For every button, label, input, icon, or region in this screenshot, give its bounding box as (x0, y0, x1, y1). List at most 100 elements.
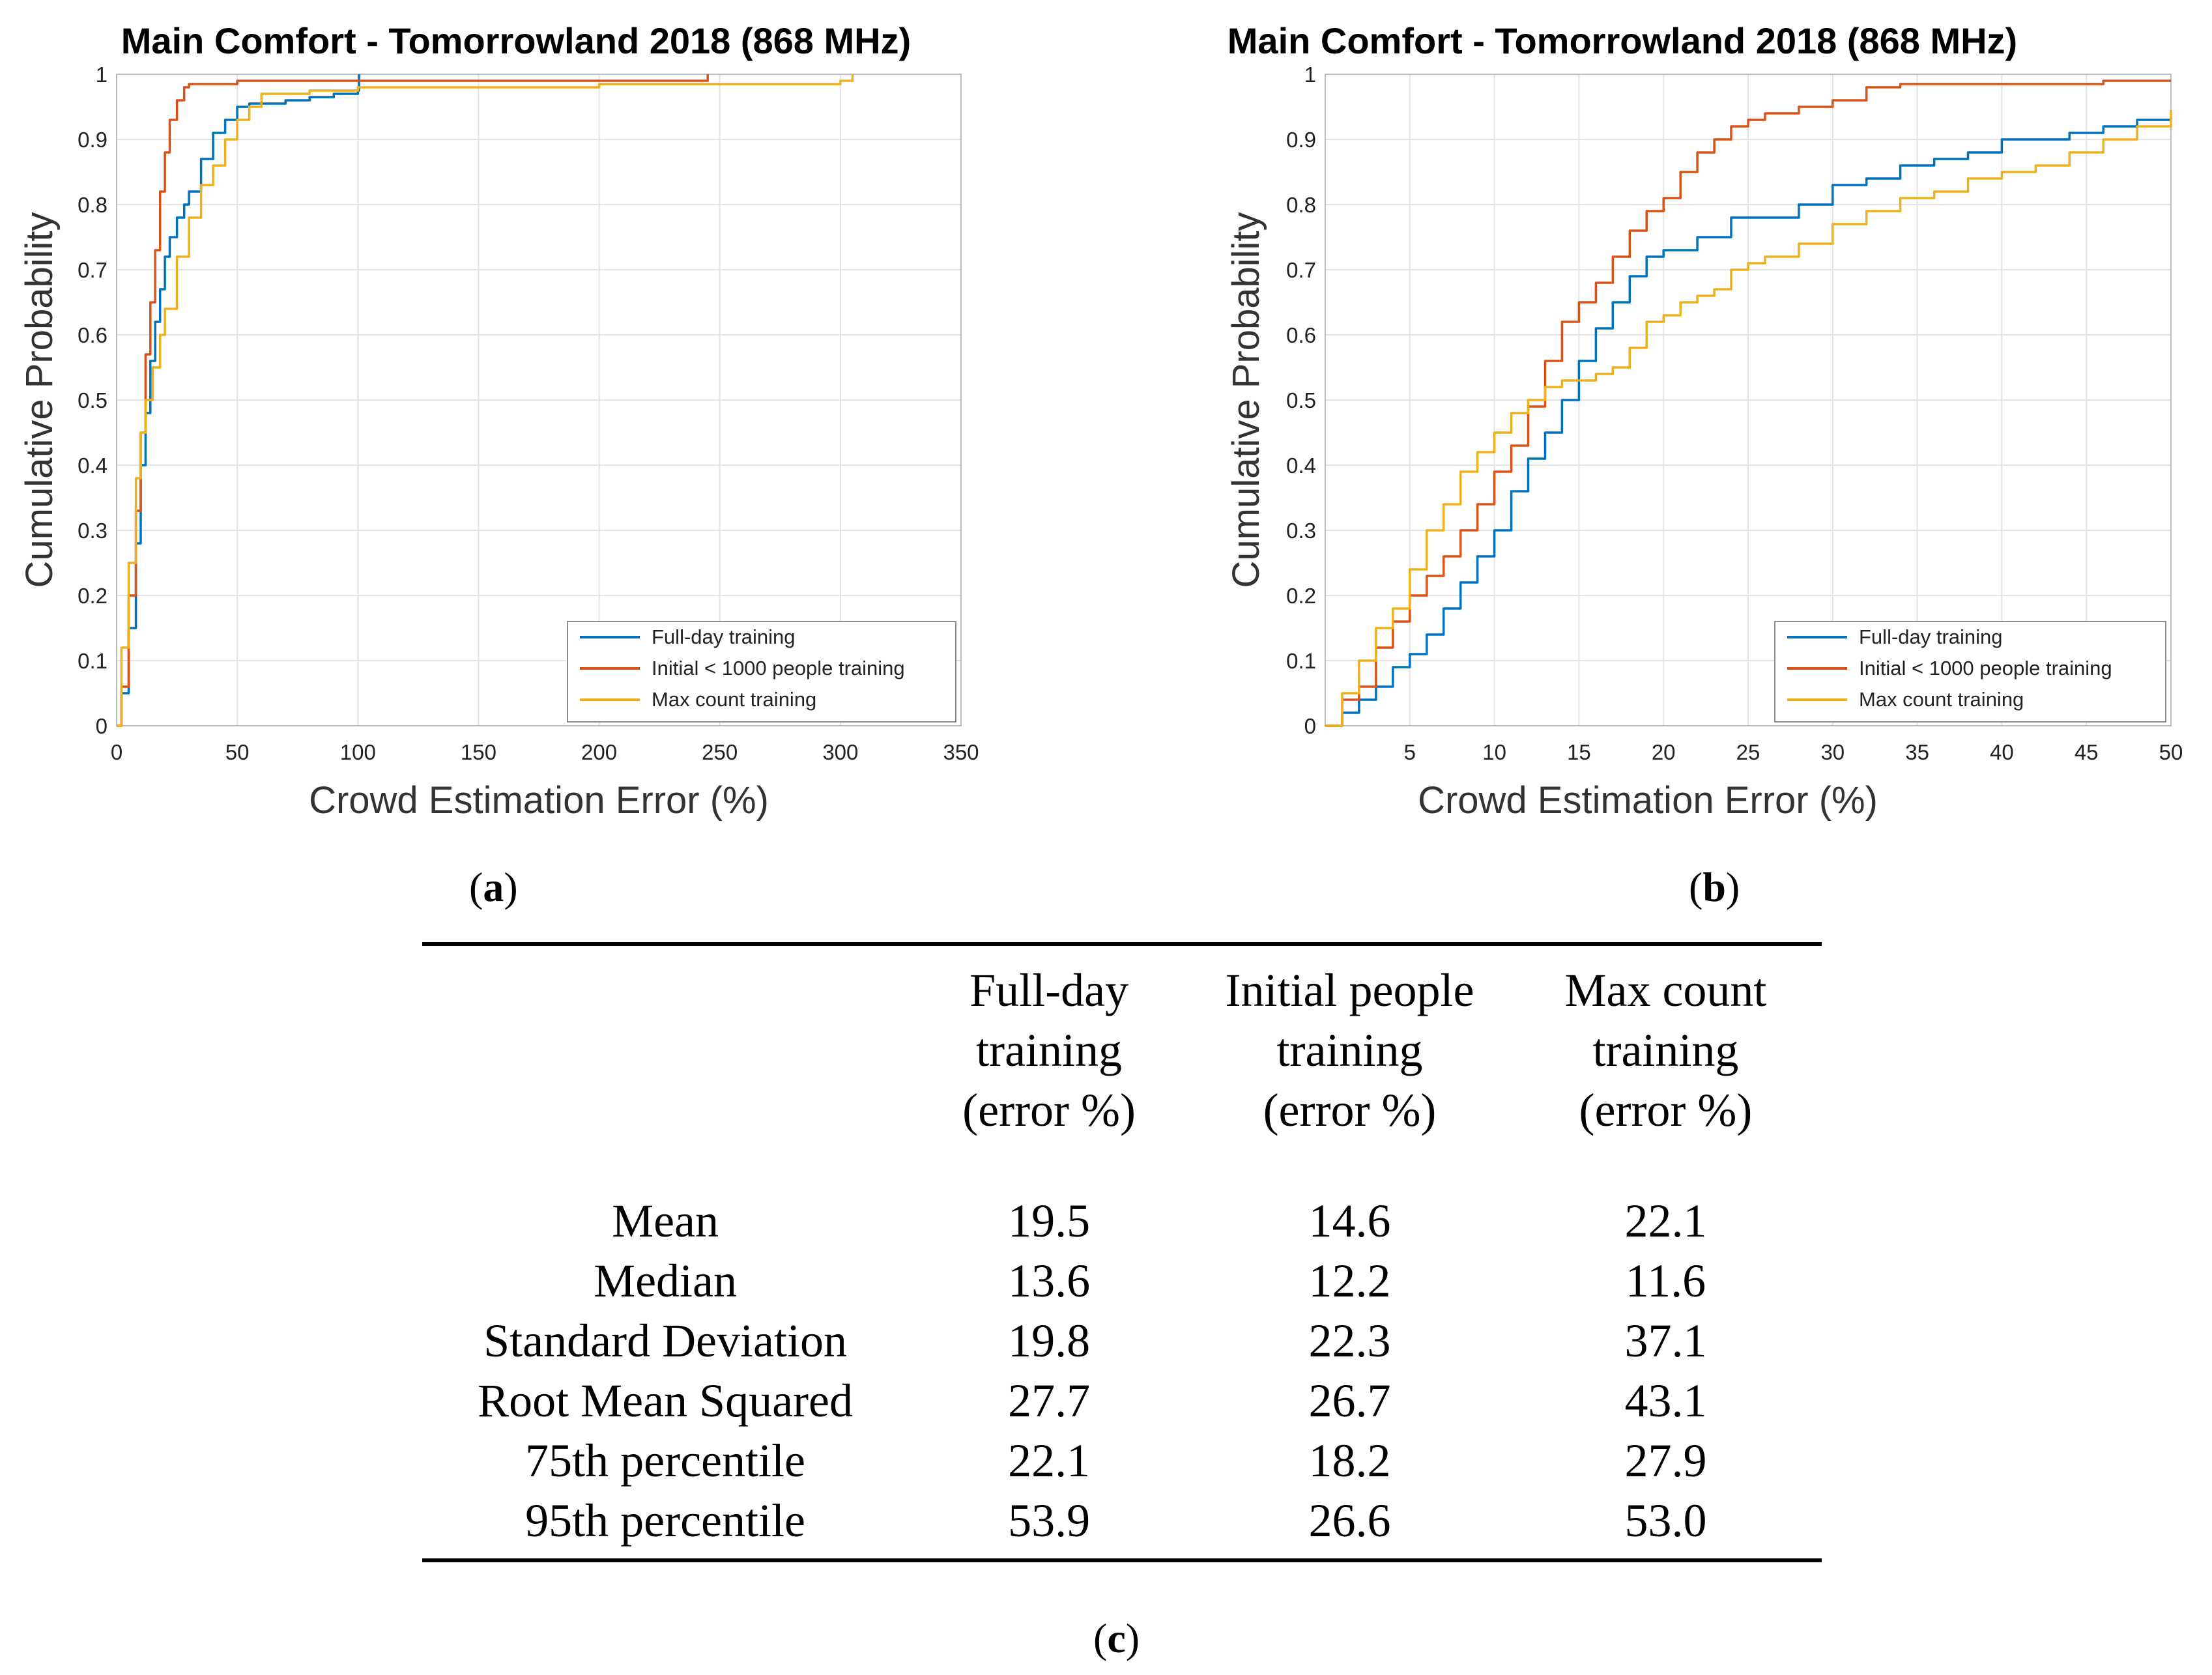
legend-label-full-day-training: Full-day training (1859, 625, 2003, 648)
y-tick-label: 0 (96, 714, 108, 738)
cell-full-day: 13.6 (1008, 1255, 1091, 1307)
cdf-chart-a: Main Comfort - Tomorrowland 2018 (868 MH… (18, 20, 979, 822)
row-label: Median (594, 1255, 738, 1307)
x-tick-label: 45 (2075, 740, 2099, 764)
legend-label-initial-1000-people-training: Initial < 1000 people training (652, 657, 905, 680)
row-label: Root Mean Squared (478, 1375, 853, 1427)
y-tick-label: 0.2 (1286, 584, 1316, 608)
cell-full-day: 19.5 (1008, 1195, 1091, 1247)
legend-label-max-count-training: Max count training (1859, 688, 2024, 711)
caption-a-letter: a (483, 864, 504, 910)
table-header-max-count-line1: Max count (1564, 964, 1767, 1016)
legend-label-full-day-training: Full-day training (652, 625, 796, 648)
table-header-initial-people-line1: Initial people (1225, 964, 1474, 1016)
table-bottom-rule (422, 1558, 1822, 1562)
table-header-initial-people-line3: (error %) (1263, 1084, 1437, 1136)
cell-initial-people: 14.6 (1308, 1195, 1391, 1247)
y-tick-label: 0.7 (1286, 258, 1316, 282)
cell-initial-people: 18.2 (1308, 1435, 1391, 1487)
chart-a-x-ticks: 0 50 100 150 200 250 300 350 (111, 740, 979, 764)
caption-c: (c) (1093, 1615, 1140, 1661)
y-tick-label: 0.8 (1286, 193, 1316, 217)
y-tick-label: 0.2 (78, 584, 108, 608)
cdf-chart-b: Main Comfort - Tomorrowland 2018 (868 MH… (1225, 20, 2183, 822)
x-tick-label: 50 (225, 740, 250, 764)
chart-b-axes-box (1325, 74, 2172, 726)
table-header-initial-people-line2: training (1276, 1024, 1423, 1076)
caption-c-letter: c (1107, 1615, 1126, 1661)
chart-a-x-axis-label: Crowd Estimation Error (%) (309, 779, 769, 822)
table-header-max-count-line3: (error %) (1579, 1084, 1753, 1136)
y-tick-label: 0.3 (1286, 519, 1316, 543)
chart-b-title: Main Comfort - Tomorrowland 2018 (868 MH… (1228, 20, 2017, 61)
chart-b-y-ticks: 0 0.1 0.2 0.3 0.4 0.5 0.6 0.7 0.8 0.9 1 (1286, 63, 1316, 738)
y-tick-label: 0.8 (78, 193, 108, 217)
y-tick-label: 0.5 (78, 388, 108, 412)
x-tick-label: 25 (1736, 740, 1760, 764)
cell-max-count: 11.6 (1625, 1255, 1706, 1307)
y-tick-label: 0.6 (78, 323, 108, 347)
stats-table: Full-day training (error %) Initial peop… (422, 942, 1822, 1562)
chart-b-y-axis-label: Cumulative Probability (1225, 212, 1267, 588)
chart-a-grid (116, 74, 962, 726)
table-top-rule (422, 942, 1822, 946)
series-line-max-count-training (1325, 110, 2172, 727)
chart-b-x-axis-label: Crowd Estimation Error (%) (1418, 779, 1878, 822)
cell-full-day: 19.8 (1008, 1315, 1091, 1367)
caption-b-letter: b (1702, 864, 1726, 910)
x-tick-label: 200 (581, 740, 617, 764)
table-body: Mean 19.5 14.6 22.1 Median 13.6 12.2 11.… (422, 1191, 1822, 1558)
cell-max-count: 53.0 (1624, 1495, 1707, 1547)
y-tick-label: 0.1 (1286, 649, 1316, 673)
table-header-max-count: Max count training (error %) (1510, 960, 1822, 1191)
legend-label-max-count-training: Max count training (652, 688, 816, 711)
x-tick-label: 10 (1482, 740, 1506, 764)
y-tick-label: 0.7 (78, 258, 108, 282)
chart-a-y-axis-label: Cumulative Probability (18, 212, 61, 588)
chart-a-series (117, 74, 854, 727)
chart-a-legend: Full-day training Initial < 1000 people t… (567, 621, 956, 723)
table-header-row: Full-day training (error %) Initial peop… (422, 946, 1822, 1191)
y-tick-label: 0.3 (78, 519, 108, 543)
table-header-initial-people: Initial people training (error %) (1190, 960, 1510, 1191)
cell-full-day: 22.1 (1008, 1435, 1091, 1487)
table-header-full-day: Full-day training (error %) (908, 960, 1190, 1191)
x-tick-label: 150 (461, 740, 496, 764)
row-label: Standard Deviation (483, 1315, 847, 1367)
x-tick-label: 40 (1990, 740, 2014, 764)
y-tick-label: 0.5 (1286, 388, 1316, 412)
y-tick-label: 0.4 (78, 453, 108, 478)
caption-a: (a) (469, 864, 518, 910)
cell-max-count: 43.1 (1624, 1375, 1707, 1427)
cell-max-count: 27.9 (1624, 1435, 1707, 1487)
chart-a-y-ticks: 0 0.1 0.2 0.3 0.4 0.5 0.6 0.7 0.8 0.9 1 (78, 63, 108, 738)
y-tick-label: 1 (1304, 63, 1316, 87)
table-row: Standard Deviation 19.8 22.3 37.1 (422, 1311, 1822, 1371)
row-label: Mean (612, 1195, 719, 1247)
row-label: 75th percentile (525, 1435, 805, 1487)
chart-a-axes-box (116, 74, 962, 726)
cell-initial-people: 22.3 (1308, 1315, 1391, 1367)
table-header-empty (422, 960, 908, 1191)
x-tick-label: 0 (111, 740, 122, 764)
x-tick-label: 15 (1567, 740, 1591, 764)
chart-b-legend: Full-day training Initial < 1000 people t… (1774, 621, 2166, 723)
table-row: Median 13.6 12.2 11.6 (422, 1251, 1822, 1311)
x-tick-label: 5 (1404, 740, 1416, 764)
table-header-max-count-line2: training (1592, 1024, 1739, 1076)
y-tick-label: 0.9 (78, 128, 108, 152)
series-line-full-day-training (1325, 117, 2172, 727)
y-tick-label: 0 (1304, 714, 1316, 738)
x-tick-label: 35 (1905, 740, 1929, 764)
x-tick-label: 250 (702, 740, 738, 764)
series-line-initial-1000-people-training (1325, 79, 2171, 727)
cell-max-count: 22.1 (1624, 1195, 1707, 1247)
legend-label-initial-1000-people-training: Initial < 1000 people training (1859, 657, 2112, 680)
table-header-full-day-line3: (error %) (962, 1084, 1136, 1136)
x-tick-label: 20 (1652, 740, 1676, 764)
chart-b-x-ticks: 5 10 15 20 25 30 35 40 45 50 (1404, 740, 2183, 764)
y-tick-label: 0.9 (1286, 128, 1316, 152)
table-header-full-day-line2: training (976, 1024, 1123, 1076)
x-tick-label: 30 (1820, 740, 1845, 764)
